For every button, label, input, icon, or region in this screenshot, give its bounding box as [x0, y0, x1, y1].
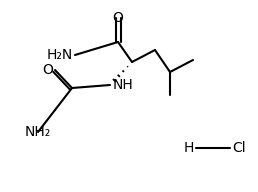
Text: H: H — [184, 141, 194, 155]
Text: O: O — [112, 11, 123, 25]
Text: Cl: Cl — [232, 141, 246, 155]
Text: NH₂: NH₂ — [25, 125, 51, 139]
Text: NH: NH — [113, 78, 134, 92]
Text: O: O — [42, 63, 53, 77]
Text: H₂N: H₂N — [47, 48, 73, 62]
